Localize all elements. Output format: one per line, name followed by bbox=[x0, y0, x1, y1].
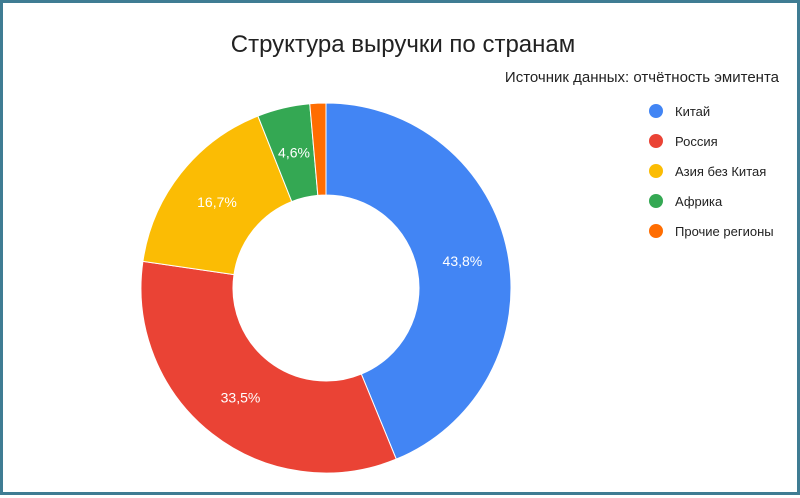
legend-marker-китай bbox=[649, 104, 663, 118]
chart-title: Структура выручки по странам bbox=[231, 31, 575, 58]
slices-group bbox=[140, 102, 512, 474]
slice-label-китай: 43,8% bbox=[443, 253, 483, 269]
slice-китай bbox=[325, 102, 512, 460]
legend-label-россия: Россия bbox=[675, 134, 718, 149]
slice-labels-group: 43,8% 33,5% 16,7% 4,6% bbox=[197, 145, 482, 406]
donut-chart: Структура выручки по странам Источник да… bbox=[140, 31, 780, 474]
slice-label-россия: 33,5% bbox=[221, 390, 261, 406]
chart-subtitle: Источник данных: отчётность эмитента bbox=[505, 69, 780, 86]
slice-label-африка: 4,6% bbox=[278, 145, 310, 161]
legend-marker-прочие-регионы bbox=[649, 224, 663, 238]
slice-прочие-регионы bbox=[309, 102, 327, 196]
slice-азия-без-китая bbox=[142, 115, 293, 276]
slice-россия bbox=[140, 260, 397, 474]
legend-marker-африка bbox=[649, 194, 663, 208]
legend-label-прочие-регионы: Прочие регионы bbox=[675, 224, 774, 239]
legend-label-азия-без-китая: Азия без Китая bbox=[675, 164, 766, 179]
legend-label-китай: Китай bbox=[675, 104, 710, 119]
legend-marker-россия bbox=[649, 134, 663, 148]
legend-marker-азия-без-китая bbox=[649, 164, 663, 178]
slice-label-азия-без-китая: 16,7% bbox=[197, 194, 237, 210]
legend: Китай Россия Азия без Китая Африка Прочие ре… bbox=[649, 104, 774, 239]
legend-label-африка: Африка bbox=[675, 194, 723, 209]
